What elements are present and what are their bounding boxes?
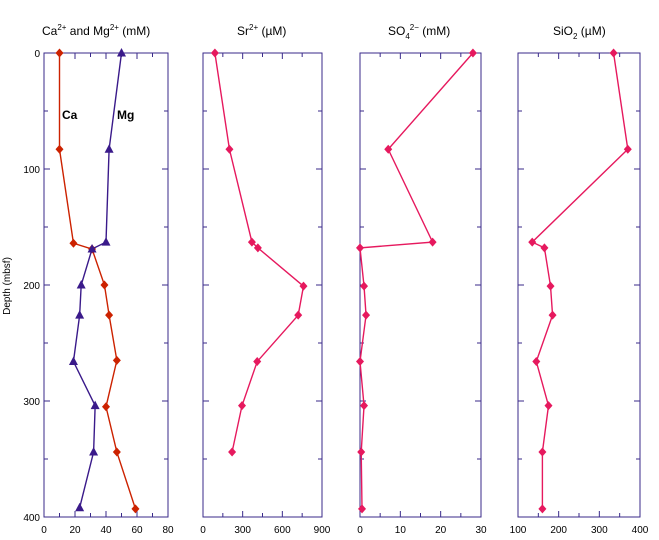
data-point-diamond	[360, 281, 369, 291]
x-tick-label: 30	[475, 525, 487, 536]
data-point-triangle	[75, 310, 85, 319]
data-point-diamond	[253, 357, 262, 367]
data-point-diamond	[358, 504, 367, 514]
x-tick-label: 60	[131, 525, 143, 536]
data-point-triangle	[75, 502, 85, 512]
data-point-diamond	[112, 447, 121, 457]
data-point-diamond	[299, 281, 308, 291]
data-point-diamond	[210, 48, 219, 58]
x-tick-label: 10	[395, 525, 407, 536]
x-tick-label: 300	[234, 525, 251, 536]
series-annotation-mg: Mg	[117, 108, 134, 122]
data-point-diamond	[538, 447, 547, 457]
panel-title: SO42− (mM)	[388, 23, 450, 41]
data-point-diamond	[360, 401, 369, 411]
panel-2: 0 300 600 900 Sr2+ (µM)	[200, 23, 331, 536]
x-tick-label: 0	[200, 525, 206, 536]
data-point-diamond	[225, 144, 234, 154]
y-tick-label: 300	[23, 397, 40, 408]
data-point-diamond	[102, 402, 110, 412]
panel-3: 0 10 20 30 SO42− (mM)	[356, 23, 487, 536]
x-tick-label: 200	[550, 525, 567, 536]
data-point-triangle	[104, 144, 114, 153]
plot-frame	[359, 52, 482, 518]
data-point-diamond	[544, 401, 553, 411]
x-tick-label: 100	[510, 525, 527, 536]
data-point-diamond	[356, 243, 364, 253]
panel-title: SiO2 (µM)	[553, 24, 606, 41]
x-tick-label: 40	[100, 525, 112, 536]
series-line	[214, 52, 305, 453]
data-point-triangle	[90, 400, 100, 410]
data-point-diamond	[384, 144, 393, 154]
data-point-diamond	[468, 48, 477, 58]
data-point-triangle	[76, 280, 86, 289]
y-tick-label: 400	[23, 513, 40, 524]
x-tick-label: 20	[69, 525, 81, 536]
panel-title: Ca2+ and Mg2+ (mM)	[42, 23, 150, 38]
data-point-diamond	[548, 310, 557, 320]
data-point-diamond	[228, 447, 237, 457]
data-point-diamond	[528, 237, 537, 247]
data-point-diamond	[540, 243, 549, 253]
series-line-ca	[58, 53, 137, 510]
series-line	[531, 52, 629, 509]
data-point-diamond	[357, 447, 366, 457]
x-tick-label: 300	[591, 525, 608, 536]
panel-title: Sr2+ (µM)	[237, 23, 286, 38]
y-tick-label: 100	[23, 165, 40, 176]
panel-1: 0 20 40 60 80 Ca2+ and Mg2+ (mM) Ca Mg	[41, 23, 174, 536]
data-point-diamond	[623, 144, 632, 154]
data-point-diamond	[238, 401, 247, 411]
panel-4: 100 200 300 400 SiO2 (µM)	[510, 24, 649, 536]
x-tick-label: 400	[632, 525, 649, 536]
data-point-diamond	[55, 48, 64, 58]
data-point-diamond	[294, 310, 303, 320]
x-tick-label: 900	[314, 525, 331, 536]
data-point-triangle	[68, 356, 78, 366]
series-line	[359, 52, 474, 509]
data-point-diamond	[69, 238, 78, 248]
y-tick-label: 0	[34, 49, 40, 60]
x-tick-label: 20	[435, 525, 447, 536]
data-point-diamond	[247, 237, 256, 247]
data-point-diamond	[532, 357, 541, 367]
data-point-triangle	[89, 447, 99, 456]
y-axis-label: Depth (mbsf)	[2, 257, 13, 315]
data-point-diamond	[100, 280, 109, 290]
data-point-triangle	[87, 244, 97, 253]
data-point-diamond	[253, 243, 262, 253]
data-point-diamond	[538, 504, 547, 514]
data-point-diamond	[546, 281, 555, 291]
data-point-diamond	[131, 504, 140, 514]
plot-frame	[517, 52, 641, 518]
data-point-diamond	[362, 310, 371, 320]
series-annotation-ca: Ca	[62, 108, 78, 122]
x-tick-label: 80	[162, 525, 174, 536]
data-point-diamond	[105, 310, 114, 320]
x-tick-label: 600	[274, 525, 291, 536]
data-point-triangle	[101, 237, 111, 246]
data-point-diamond	[55, 144, 64, 154]
data-point-triangle	[117, 48, 126, 57]
y-tick-label: 200	[23, 281, 40, 292]
series-line-mg	[72, 52, 123, 508]
x-tick-label: 0	[357, 525, 363, 536]
data-point-diamond	[112, 355, 121, 365]
data-point-diamond	[428, 237, 437, 247]
data-point-diamond	[609, 48, 618, 58]
x-tick-label: 0	[41, 525, 47, 536]
data-point-diamond	[356, 357, 364, 367]
